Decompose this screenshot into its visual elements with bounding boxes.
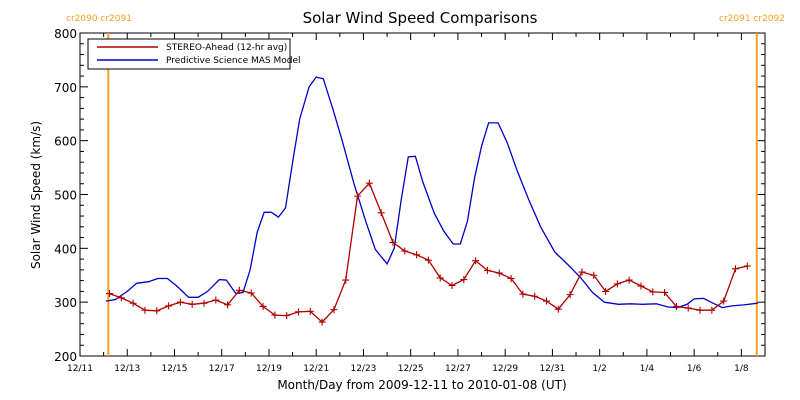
data-point (235, 286, 243, 294)
x-tick-label: 12/27 (445, 364, 471, 374)
data-point (661, 288, 669, 296)
series-group (105, 76, 758, 326)
data-point (554, 305, 562, 313)
chart-title: Solar Wind Speed Comparisons (303, 9, 538, 27)
x-tick-label: 12/13 (114, 364, 140, 374)
data-point (106, 290, 114, 298)
data-point (708, 306, 716, 314)
data-point (472, 257, 480, 265)
data-point (413, 251, 421, 259)
data-point (696, 306, 704, 314)
carrington-markers: cr2090 cr2091 cr2091 cr2092 (66, 14, 785, 356)
data-point (176, 298, 184, 306)
x-axis-label: Month/Day from 2009-12-11 to 2010-01-08 … (277, 378, 566, 392)
data-point (389, 238, 397, 246)
x-tick-label: 12/11 (67, 364, 93, 374)
x-tick-label: 12/29 (492, 364, 518, 374)
data-point (259, 302, 267, 310)
data-point (247, 289, 255, 297)
data-point (460, 276, 468, 284)
data-point (519, 290, 527, 298)
y-tick-label: 700 (54, 81, 77, 95)
x-tick-label: 12/31 (539, 364, 565, 374)
data-point (318, 318, 326, 326)
y-tick-label: 800 (54, 27, 77, 41)
data-point (731, 265, 739, 273)
data-point (684, 304, 692, 312)
data-point (590, 271, 598, 279)
data-point (531, 292, 539, 300)
data-point (283, 312, 291, 320)
data-point (330, 306, 338, 314)
legend-box (87, 38, 291, 70)
y-tick-label: 500 (54, 189, 77, 203)
y-tick-label: 300 (54, 296, 77, 310)
data-point (224, 301, 232, 309)
y-axis-label: Solar Wind Speed (km/s) (29, 121, 43, 269)
data-point (165, 302, 173, 310)
data-point (448, 281, 456, 289)
x-tick-label: 12/23 (350, 364, 376, 374)
data-point (200, 299, 208, 307)
data-point (637, 282, 645, 290)
legend-label: Predictive Science MAS Model (166, 56, 301, 66)
series-line (109, 182, 748, 324)
carrington-marker-label: cr2090 cr2091 (66, 14, 132, 24)
data-point (436, 274, 444, 282)
x-tick-label: 1/2 (592, 364, 606, 374)
data-point (365, 179, 373, 187)
data-point (117, 294, 125, 302)
data-point (294, 308, 302, 316)
data-point (495, 269, 503, 277)
data-point (188, 300, 196, 308)
data-point (649, 288, 657, 296)
plot-frame (79, 32, 766, 357)
x-tick-label: 12/21 (303, 364, 329, 374)
axis-ticks (79, 32, 766, 357)
series-line (105, 76, 758, 309)
data-point (625, 276, 633, 284)
x-tick-label: 1/8 (734, 364, 749, 374)
data-point (507, 274, 515, 282)
data-point (672, 302, 680, 310)
data-point (566, 291, 574, 299)
data-point (543, 297, 551, 305)
x-tick-label: 12/19 (256, 364, 282, 374)
x-tick-label: 1/4 (640, 364, 655, 374)
data-point (602, 287, 610, 295)
data-point (743, 262, 751, 270)
data-point (153, 307, 161, 315)
data-point (720, 297, 728, 305)
data-point (141, 306, 149, 314)
data-point (578, 268, 586, 276)
data-point (342, 276, 350, 284)
y-tick-label: 200 (54, 350, 77, 364)
x-tick-labels: 12/11 12/13 12/15 12/17 12/19 12/21 12/23 12/25… (67, 364, 749, 374)
data-point (212, 296, 220, 304)
y-tick-label: 600 (54, 135, 77, 149)
x-tick-label: 12/25 (398, 364, 424, 374)
x-tick-label: 12/17 (209, 364, 235, 374)
y-tick-label: 400 (54, 242, 77, 256)
data-point (306, 307, 314, 315)
data-point (271, 311, 279, 319)
data-point (483, 266, 491, 274)
data-point (354, 192, 362, 200)
legend-label: STEREO-Ahead (12-hr avg) (166, 43, 287, 53)
data-point (129, 299, 137, 307)
legend: STEREO-Ahead (12-hr avg) Predictive Scien… (87, 38, 301, 70)
data-point (377, 209, 385, 217)
data-point (424, 256, 432, 264)
data-point (401, 247, 409, 255)
carrington-marker-label: cr2091 cr2092 (719, 14, 785, 24)
data-point (613, 280, 621, 288)
x-tick-label: 1/6 (687, 364, 702, 374)
y-tick-labels: 200 300 400 500 600 700 800 (54, 27, 77, 364)
x-tick-label: 12/15 (162, 364, 188, 374)
